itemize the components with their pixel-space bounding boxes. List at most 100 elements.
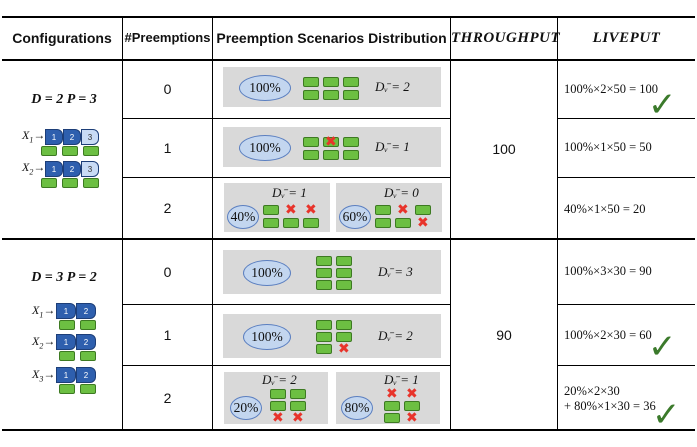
gpu-block [303,150,319,160]
stage-1: 1 [45,161,63,177]
stage-2: 2 [63,161,81,177]
x1-label: X1→ [22,128,46,145]
stage-3: 3 [81,129,99,145]
preempted-x-icon: ✖ [417,214,429,230]
gpu-block [303,77,319,87]
liveput-value: 100%×2×30 = 60 [564,328,652,342]
gpu-block [59,320,75,330]
d-label: Dᵥ̄ = 1 [384,372,419,387]
stage-2: 2 [76,367,96,383]
col-divider-4 [557,17,558,430]
preempted-x-icon: ✖ [338,340,350,356]
gpu-block [59,351,75,361]
gpu-block [270,389,286,399]
gpu-block [323,150,339,160]
col-divider-1 [122,17,123,430]
gpu-block [59,384,75,394]
d-label: Dᵥ̄ = 1 [375,139,410,154]
row-divider [123,118,450,119]
liveput-value: 100%×3×30 = 90 [564,264,652,278]
header-bottom-border [2,59,695,61]
gpu-block [343,90,359,100]
d-label: Dᵥ̄ = 3 [378,264,413,279]
d-label: Dᵥ̄ = 2 [378,328,413,343]
gpu-block [415,205,431,215]
header-distribution: Preemption Scenarios Distribution [216,30,447,46]
gpu-block [80,320,96,330]
gpu-block [62,178,78,188]
gpu-block [375,205,391,215]
throughput-group1: 100 [492,141,516,157]
gpu-block [384,401,400,411]
row-divider [557,365,695,366]
stage-1: 1 [45,129,63,145]
gpu-block [316,256,332,266]
gpu-block [290,389,306,399]
gpu-block [303,90,319,100]
gpu-block [323,90,339,100]
gpu-block [336,256,352,266]
d-label: Dᵥ̄ = 2 [375,79,410,94]
gpu-block [80,351,96,361]
d-label: Dᵥ̄ = 2 [262,372,297,387]
probability-ellipse: 100% [243,260,291,286]
gpu-block [41,178,57,188]
gpu-block [316,332,332,342]
row-divider [123,365,450,366]
gpu-block [384,413,400,423]
x2-label: X2→ [22,160,46,177]
preempted-x-icon: ✖ [386,385,398,401]
gpu-block [41,146,57,156]
liveput-value: 100%×1×50 = 50 [564,140,652,154]
preempted-x-icon: ✖ [305,201,317,217]
checkmark-icon: ✓ [652,396,681,434]
gpu-block [336,320,352,330]
checkmark-icon: ✓ [648,86,677,124]
header-configurations: Configurations [12,30,112,46]
preemptions-cell: 2 [163,389,172,406]
liveput-value-line2: + 80%×1×30 = 36 [564,399,656,413]
gpu-block [80,384,96,394]
probability-ellipse: 100% [243,324,291,350]
gpu-block [404,401,420,411]
preemptions-cell: 0 [163,81,172,97]
gpu-block [336,332,352,342]
gpu-block [336,268,352,278]
probability-ellipse: 100% [239,135,291,161]
liveput-value: 100%×2×50 = 100 [564,82,659,96]
preemptions-cell: 0 [163,264,172,280]
gpu-block [62,146,78,156]
stage-3: 3 [81,161,99,177]
probability-ellipse: 60% [339,205,371,229]
gpu-block [336,280,352,290]
preemptions-cell: 2 [163,200,172,216]
d-label: Dᵥ̄ = 1 [272,185,307,200]
gpu-block [316,280,332,290]
probability-ellipse: 20% [230,396,262,420]
config1-title: D = 2 P = 3 [31,92,97,107]
preempted-x-icon: ✖ [397,201,409,217]
config2-title: D = 3 P = 2 [31,270,97,285]
preemptions-cell: 1 [163,327,172,343]
stage-2: 2 [76,303,96,319]
gpu-block [263,205,279,215]
checkmark-icon: ✓ [648,328,677,366]
stage-1: 1 [56,303,76,319]
gpu-block [303,137,319,147]
x1-label: X1→ [32,303,56,320]
row-divider [123,304,450,305]
row-divider [557,118,695,119]
gpu-block [316,268,332,278]
preemptions-cell: 1 [163,140,172,156]
group-divider [2,238,695,240]
preempted-x-icon: ✖ [285,201,297,217]
liveput-value-line1: 20%×2×30 [564,384,620,398]
gpu-block [395,218,411,228]
preempted-x-icon: ✖ [406,409,418,425]
throughput-group2: 90 [496,326,512,343]
stage-1: 1 [56,334,76,350]
stage-1: 1 [56,367,76,383]
gpu-block [83,178,99,188]
row-divider [123,177,450,178]
preempted-x-icon: ✖ [292,409,304,425]
